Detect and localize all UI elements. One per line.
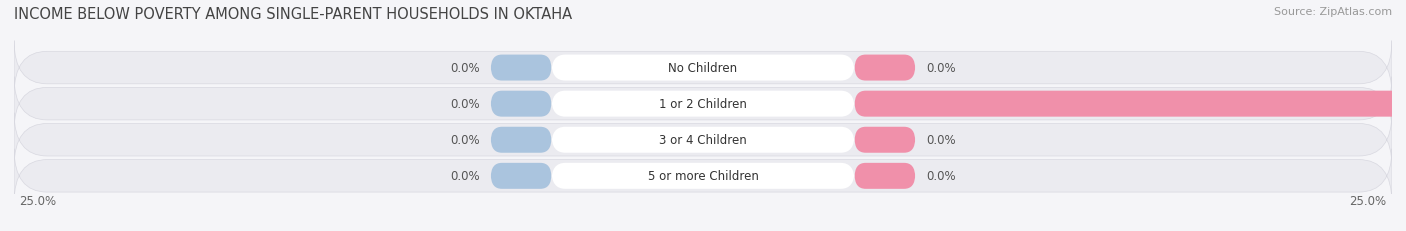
Text: 0.0%: 0.0% bbox=[450, 170, 479, 182]
Text: 0.0%: 0.0% bbox=[450, 98, 479, 111]
Text: 1 or 2 Children: 1 or 2 Children bbox=[659, 98, 747, 111]
FancyBboxPatch shape bbox=[855, 55, 915, 81]
Text: Source: ZipAtlas.com: Source: ZipAtlas.com bbox=[1274, 7, 1392, 17]
FancyBboxPatch shape bbox=[551, 127, 855, 153]
FancyBboxPatch shape bbox=[14, 149, 1392, 203]
FancyBboxPatch shape bbox=[14, 77, 1392, 131]
FancyBboxPatch shape bbox=[855, 163, 915, 189]
FancyBboxPatch shape bbox=[855, 127, 915, 153]
FancyBboxPatch shape bbox=[491, 163, 551, 189]
FancyBboxPatch shape bbox=[551, 55, 855, 81]
Text: 0.0%: 0.0% bbox=[927, 170, 956, 182]
FancyBboxPatch shape bbox=[551, 163, 855, 189]
Text: 25.0%: 25.0% bbox=[20, 194, 56, 207]
Text: 5 or more Children: 5 or more Children bbox=[648, 170, 758, 182]
Text: INCOME BELOW POVERTY AMONG SINGLE-PARENT HOUSEHOLDS IN OKTAHA: INCOME BELOW POVERTY AMONG SINGLE-PARENT… bbox=[14, 7, 572, 22]
Text: 0.0%: 0.0% bbox=[450, 62, 479, 75]
Text: 25.0%: 25.0% bbox=[1350, 194, 1386, 207]
FancyBboxPatch shape bbox=[491, 127, 551, 153]
Text: 3 or 4 Children: 3 or 4 Children bbox=[659, 134, 747, 147]
FancyBboxPatch shape bbox=[14, 113, 1392, 167]
Text: No Children: No Children bbox=[668, 62, 738, 75]
FancyBboxPatch shape bbox=[551, 91, 855, 117]
FancyBboxPatch shape bbox=[491, 55, 551, 81]
FancyBboxPatch shape bbox=[14, 41, 1392, 95]
FancyBboxPatch shape bbox=[855, 91, 1406, 117]
Text: 0.0%: 0.0% bbox=[927, 134, 956, 147]
Text: 0.0%: 0.0% bbox=[450, 134, 479, 147]
FancyBboxPatch shape bbox=[491, 91, 551, 117]
Text: 0.0%: 0.0% bbox=[927, 62, 956, 75]
